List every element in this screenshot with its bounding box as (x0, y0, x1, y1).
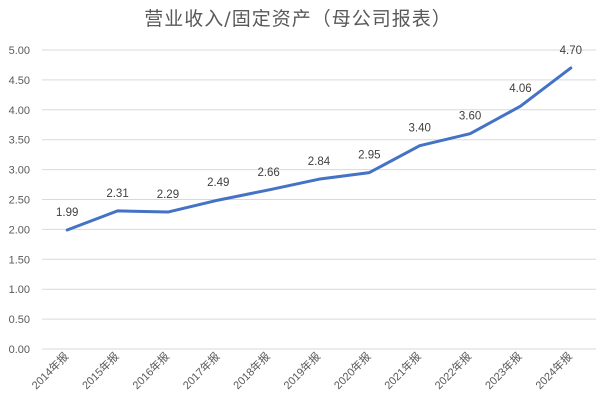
x-tick-label: 2023年报 (482, 349, 525, 392)
data-label: 3.60 (459, 111, 481, 123)
data-label: 2.49 (207, 177, 229, 189)
x-tick-label: 2020年报 (331, 349, 374, 392)
y-tick-label: 3.50 (9, 135, 30, 147)
y-tick-label: 0.00 (9, 344, 30, 356)
data-label: 2.84 (308, 156, 331, 168)
x-axis-ticks: 2014年报 2015年报 2016年报 2017年报 2018年报 2019年报 2020… (29, 349, 575, 392)
data-label: 4.70 (560, 45, 582, 57)
x-tick-label: 2019年报 (280, 349, 323, 392)
y-tick-label: 2.00 (9, 224, 30, 236)
data-label: 2.29 (157, 189, 179, 201)
chart-title: 营业收入/固定资产（母公司报表） (144, 8, 452, 30)
series-line-path (65, 66, 573, 232)
y-tick-label: 1.00 (9, 284, 30, 296)
y-tick-label: 4.00 (9, 105, 30, 117)
y-axis-ticks: 0.00 0.50 1.00 1.50 2.00 2.50 3.00 3.50 4.00 4.50… (9, 45, 30, 356)
x-tick-label: 2024年报 (532, 349, 575, 392)
data-labels: 1.99 2.31 2.29 2.49 2.66 2.84 2.95 3.40 3.60 4.06… (56, 45, 582, 219)
data-label: 3.40 (409, 123, 431, 135)
x-tick-label: 2017年报 (180, 349, 223, 392)
x-tick-label: 2014年报 (29, 349, 72, 392)
series-line (65, 66, 573, 232)
x-tick-label: 2021年报 (381, 349, 424, 392)
y-tick-label: 1.50 (9, 254, 30, 266)
x-tick-label: 2018年报 (230, 349, 273, 392)
y-tick-label: 3.00 (9, 165, 30, 177)
y-tick-label: 0.50 (9, 314, 30, 326)
data-label: 2.95 (358, 150, 380, 162)
x-tick-label: 2015年报 (79, 349, 122, 392)
y-tick-label: 4.50 (9, 75, 30, 87)
x-tick-label: 2016年报 (129, 349, 172, 392)
data-label: 1.99 (56, 207, 78, 219)
y-tick-label: 2.50 (9, 195, 30, 207)
x-tick-label: 2022年报 (431, 349, 474, 392)
data-label: 2.31 (106, 188, 128, 200)
data-label: 2.66 (257, 167, 279, 179)
y-tick-label: 5.00 (9, 45, 30, 57)
gridlines (42, 49, 596, 350)
data-label: 4.06 (509, 83, 531, 95)
